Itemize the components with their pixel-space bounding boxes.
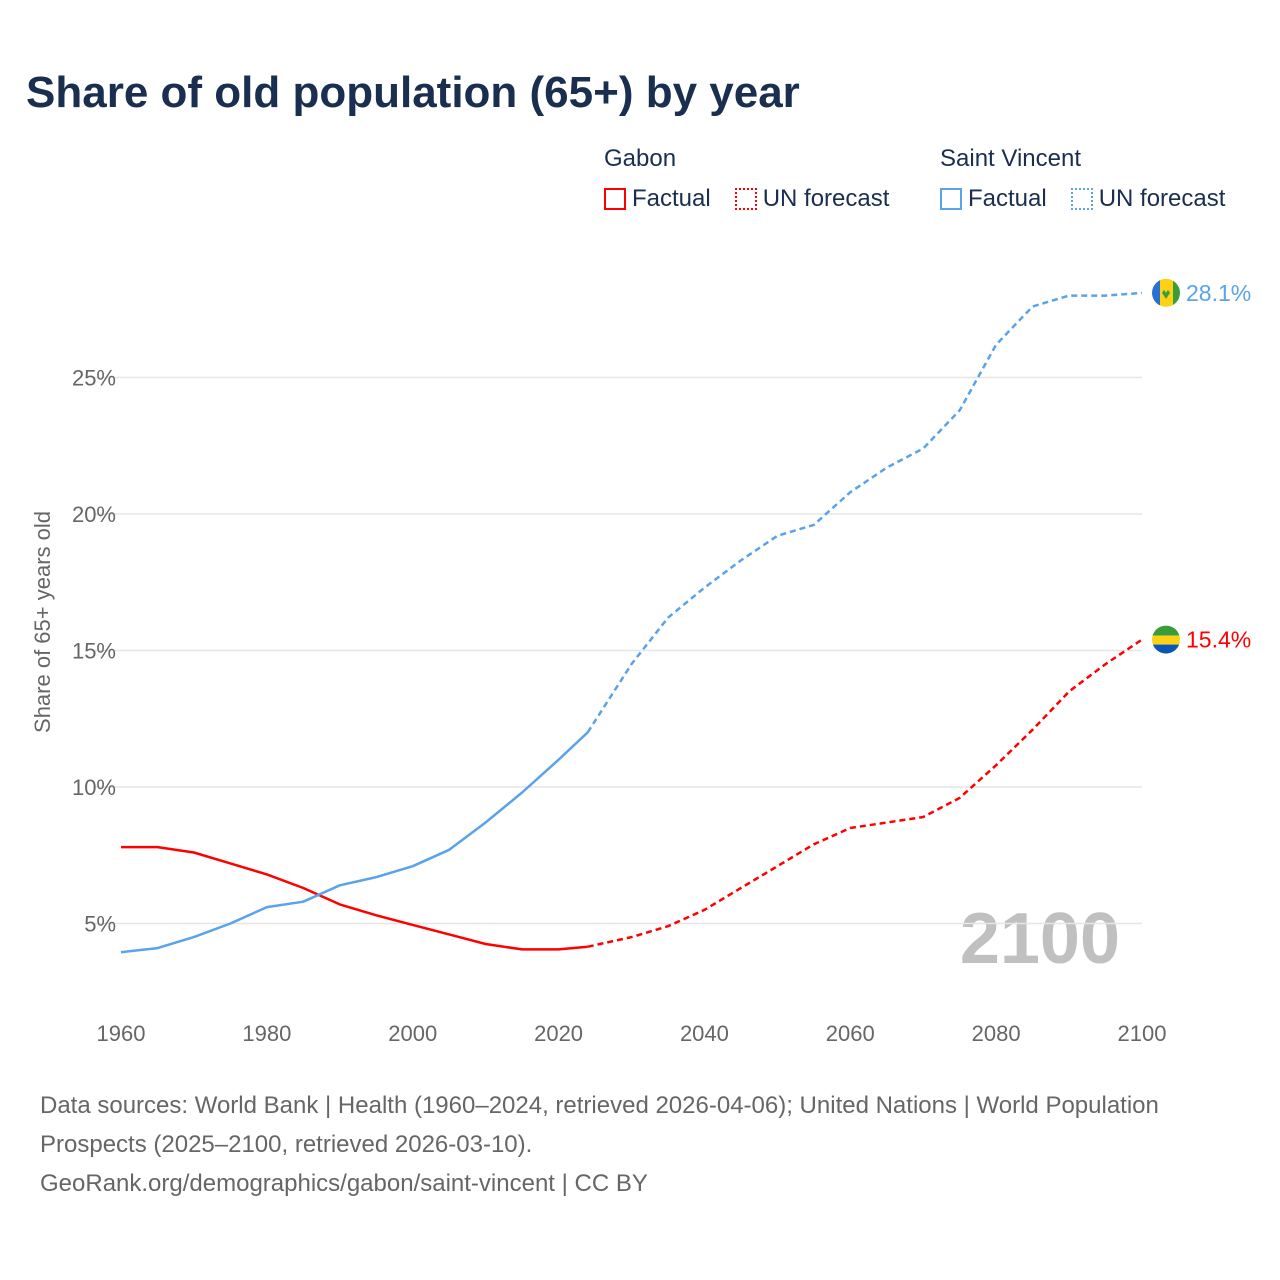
legend-saint-vincent: Saint Vincent Factual UN forecast (940, 145, 1243, 213)
series-line-factual-0 (121, 845, 588, 951)
x-tick-label: 2040 (680, 1021, 729, 1046)
legend-swatch-factual (940, 188, 962, 210)
legend-gabon-forecast: UN forecast (762, 185, 890, 212)
x-tick-label: 1980 (242, 1021, 291, 1046)
legend-swatch-forecast (1070, 188, 1093, 210)
flag-stripe (1152, 278, 1160, 307)
x-tick-label: 2080 (972, 1021, 1021, 1046)
series-line-forecast-1 (586, 291, 1143, 734)
series-line-forecast-0 (587, 638, 1143, 948)
x-tick-label: 2000 (388, 1021, 437, 1046)
y-tick-label: 5% (84, 912, 116, 937)
y-tick-label: 15% (72, 639, 116, 664)
y-tick-label: 25% (72, 366, 116, 391)
data-sources: Data sources: World Bank | Health (1960–… (40, 1092, 1159, 1158)
chart-title: Share of old population (65+) by year (26, 68, 800, 117)
x-tick-label: 2060 (826, 1021, 875, 1046)
flag-stripe (1152, 635, 1180, 645)
footer: Data sources: World Bank | Health (1960–… (40, 1086, 1160, 1203)
legend-gabon: Gabon Factual UN forecast (604, 145, 907, 213)
end-value-label: 28.1% (1186, 280, 1251, 306)
year-watermark: 2100 (960, 899, 1120, 979)
legend-swatch-forecast (734, 188, 757, 210)
flag-stripe (1152, 644, 1180, 654)
legend-sv-factual: Factual (968, 185, 1047, 212)
legend-swatch-factual (604, 188, 626, 210)
flag-stripe (1152, 625, 1180, 636)
end-value-label: 15.4% (1186, 627, 1251, 653)
gabon-flag-icon (1152, 625, 1180, 654)
source-link[interactable]: GeoRank.org/demographics/gabon/saint-vin… (40, 1170, 648, 1197)
saint-vincent-flag-icon (1152, 278, 1180, 307)
legend-sv-title: Saint Vincent (940, 145, 1081, 172)
x-tick-label: 2100 (1118, 1021, 1167, 1046)
x-tick-label: 1960 (97, 1021, 146, 1046)
y-tick-label: 20% (72, 502, 116, 527)
y-axis-label: Share of 65+ years old (30, 511, 55, 733)
y-tick-label: 10% (72, 775, 116, 800)
legend-sv-forecast: UN forecast (1098, 185, 1226, 212)
flag-stripe (1173, 278, 1180, 307)
legend-gabon-factual: Factual (632, 185, 711, 212)
flag-diamonds (1162, 289, 1170, 299)
legend-gabon-title: Gabon (604, 145, 677, 172)
chart-area: 2100 5% 10% 15% 20% 25% 1960 1980 2000 2020 2040 2… (30, 278, 1251, 1046)
x-tick-label: 2020 (534, 1021, 583, 1046)
series-line-factual-1 (120, 731, 589, 954)
